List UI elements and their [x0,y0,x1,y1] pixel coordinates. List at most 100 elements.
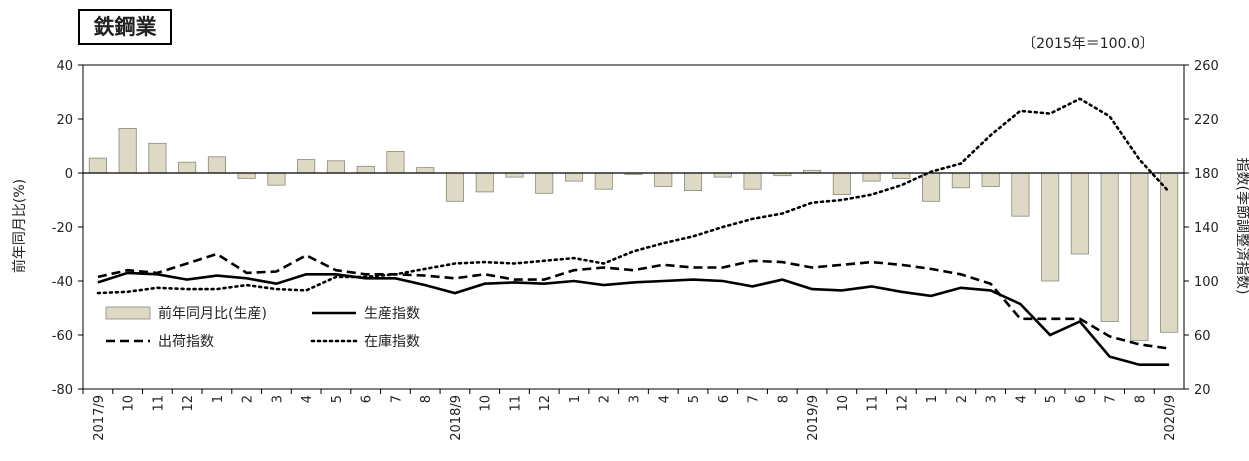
legend-label-3: 在庫指数 [364,333,420,350]
bar-0 [88,157,107,174]
bar-29 [951,172,970,189]
left-tick-label-0: 40 [56,59,73,74]
bar-34 [1100,172,1119,322]
x-tick-label-25: 10 [836,395,851,412]
x-tick-label-11: 8 [419,395,434,403]
right-axis-title: 指数(季節調整済指数) [1234,158,1249,295]
series-line-1 [97,252,1170,350]
bar-26 [862,172,881,182]
left-tick-label-6: -80 [52,383,73,398]
bar-22 [743,172,762,190]
bar-32 [1041,172,1060,282]
bar-8 [326,160,345,174]
x-tick-label-4: 1 [211,395,226,403]
x-tick-label-19: 4 [657,395,672,403]
right-tick-label-3: 140 [1194,221,1219,236]
x-tick-label-24: 2019/9 [806,395,821,441]
x-tick-label-1: 10 [122,395,137,412]
bar-1 [118,127,137,174]
bar-21 [713,172,732,178]
x-tick-label-3: 12 [181,395,196,412]
x-tick-label-7: 4 [300,395,315,403]
right-tick-label-0: 260 [1194,59,1219,74]
bar-35 [1130,172,1149,341]
x-tick-label-14: 11 [509,395,524,412]
x-tick-label-32: 5 [1044,395,1059,403]
x-tick-label-35: 8 [1133,395,1148,403]
x-tick-label-17: 2 [598,395,613,403]
bar-11 [416,167,435,174]
left-axis-title: 前年同月比(%) [11,179,28,273]
x-tick-label-15: 12 [538,395,553,412]
bar-25 [832,172,851,196]
bar-7 [297,159,316,174]
x-tick-label-5: 2 [241,395,256,403]
right-tick-label-1: 220 [1194,113,1219,128]
left-tick-label-5: -60 [52,329,73,344]
x-tick-label-22: 7 [747,395,762,403]
bar-33 [1070,172,1089,255]
x-tick-label-0: 2017/9 [92,395,107,441]
x-tick-label-10: 7 [389,395,404,403]
bar-19 [654,172,673,187]
left-tick-label-2: 0 [65,167,73,182]
legend-label-1: 生産指数 [364,306,420,322]
axis-layer: 40 20 0 -20 -40 -60 -80 260 220 180 140 100 60 20 2017… [52,59,1219,441]
x-tick-label-2: 11 [151,395,166,412]
bar-2 [148,142,167,174]
series-line-2 [96,97,1171,295]
x-tick-label-16: 1 [568,395,583,403]
right-tick-label-6: 20 [1194,383,1211,398]
x-tick-label-13: 10 [479,395,494,412]
x-tick-label-36: 2020/9 [1163,395,1178,441]
bar-13 [475,172,494,193]
x-tick-label-20: 5 [687,395,702,403]
bar-30 [981,172,1000,187]
x-tick-label-34: 7 [1104,395,1119,403]
right-tick-label-2: 180 [1194,167,1219,182]
legend-swatch-0 [105,306,151,320]
x-tick-label-23: 8 [776,395,791,403]
bar-16 [565,172,584,182]
x-tick-label-18: 3 [628,395,643,403]
base-year-note: 〔2015年＝100.0〕 [1022,36,1154,52]
bar-3 [178,161,197,174]
bar-4 [207,156,227,174]
series-line-0 [97,271,1170,367]
legend-label-2: 出荷指数 [158,334,214,350]
bar-31 [1011,172,1030,217]
x-tick-label-8: 5 [330,395,345,403]
x-tick-label-21: 6 [717,395,732,403]
bar-5 [237,172,256,179]
x-tick-label-6: 3 [270,395,285,403]
x-tick-label-9: 6 [360,395,375,403]
bar-36 [1160,172,1179,333]
x-tick-label-30: 3 [985,395,1000,403]
x-tick-label-31: 4 [1014,395,1029,403]
bar-27 [892,172,911,179]
left-tick-label-4: -40 [52,275,73,290]
left-tick-label-3: -20 [52,221,73,236]
bar-17 [594,172,613,190]
right-tick-label-4: 100 [1194,275,1219,290]
bar-14 [505,172,524,178]
bar-12 [445,172,464,202]
x-tick-label-12: 2018/9 [449,395,464,441]
plot-layer [83,97,1184,367]
bar-15 [535,172,554,194]
x-tick-label-29: 2 [955,395,970,403]
bar-28 [922,172,941,202]
bar-9 [356,165,375,174]
x-tick-label-28: 1 [925,395,940,403]
x-tick-label-33: 6 [1074,395,1089,403]
legend-label-0: 前年同月比(生産) [158,305,267,322]
chart-title: 鉄鋼業 [94,15,158,39]
title-box [78,9,172,45]
right-tick-label-5: 60 [1194,329,1211,344]
bar-20 [684,172,703,192]
bar-6 [267,172,286,186]
x-tick-label-26: 11 [866,395,881,412]
